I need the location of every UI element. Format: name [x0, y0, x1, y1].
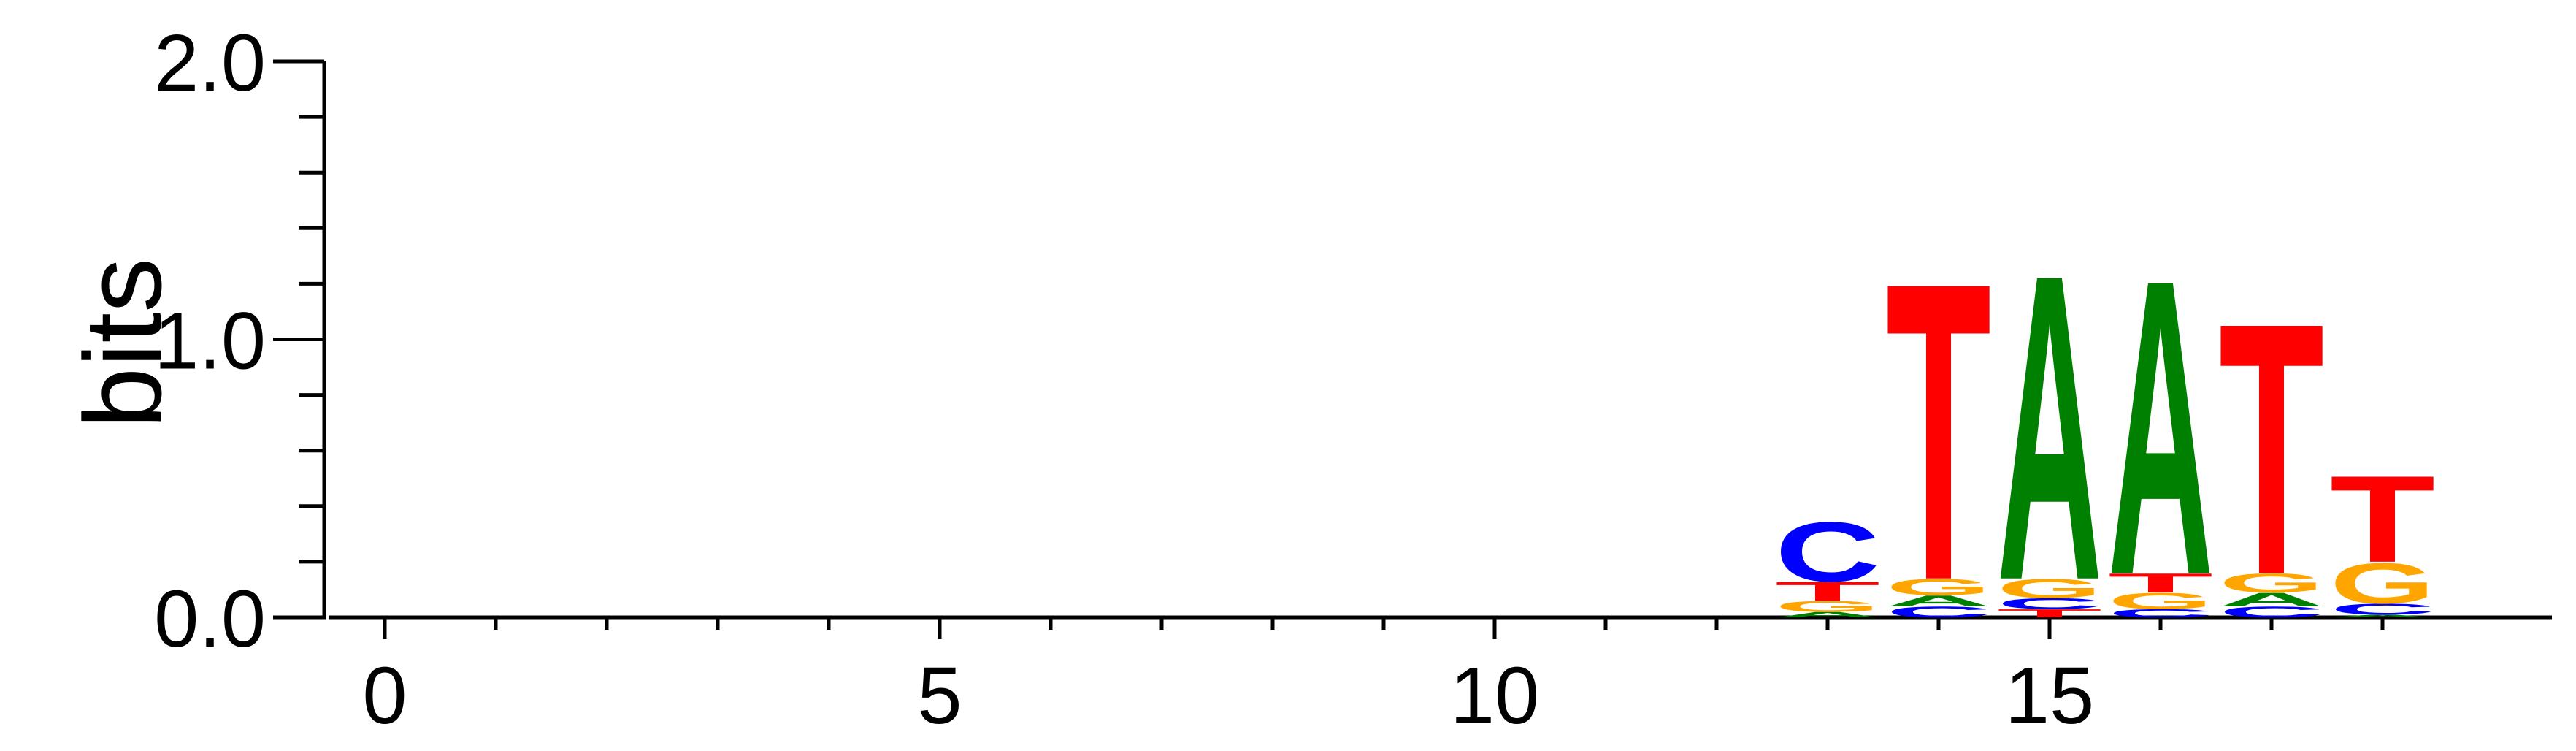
- x-tick-label: 0: [362, 651, 407, 741]
- y-tick-label: 2.0: [154, 18, 266, 108]
- glyph-T: T: [1886, 194, 1991, 669]
- y-axis-title: bits: [61, 258, 184, 428]
- glyph-A: A: [1997, 185, 2102, 671]
- glyph-G: G: [2108, 588, 2213, 614]
- y-tick-label: 0.0: [154, 574, 266, 664]
- x-tick-label: 10: [1450, 651, 1539, 741]
- glyph-G: G: [2219, 568, 2324, 598]
- x-tick-label: 15: [2005, 651, 2094, 741]
- glyph-A: A: [1886, 592, 1991, 610]
- glyph-C: C: [2330, 601, 2435, 618]
- glyph-T: T: [2219, 248, 2324, 649]
- glyph-C: C: [2108, 607, 2213, 620]
- glyph-T: T: [1997, 607, 2102, 620]
- glyph-G: G: [1886, 574, 1991, 600]
- glyph-C: C: [1775, 504, 1880, 599]
- glyph-T: T: [2108, 568, 2213, 598]
- x-tick-label: 5: [917, 651, 962, 741]
- glyph-A: A: [2108, 193, 2213, 663]
- glyph-T: T: [1775, 576, 1880, 606]
- glyph-C: C: [1886, 603, 1991, 621]
- glyph-A: A: [2330, 614, 2435, 618]
- glyph-G: G: [2330, 552, 2435, 616]
- glyph-A: A: [2219, 589, 2324, 610]
- glyph-C: C: [2219, 603, 2324, 621]
- glyph-C: C: [1997, 595, 2102, 613]
- glyph-G: G: [1997, 573, 2102, 603]
- glyph-T: T: [2330, 450, 2435, 588]
- glyph-G: G: [1775, 598, 1880, 615]
- y-axis: 0.0 1.0 2.0: [154, 18, 326, 664]
- y-tick-label: 1.0: [154, 297, 266, 386]
- x-axis: 0 5 10 15: [329, 615, 2552, 741]
- glyph-A: A: [1775, 611, 1880, 620]
